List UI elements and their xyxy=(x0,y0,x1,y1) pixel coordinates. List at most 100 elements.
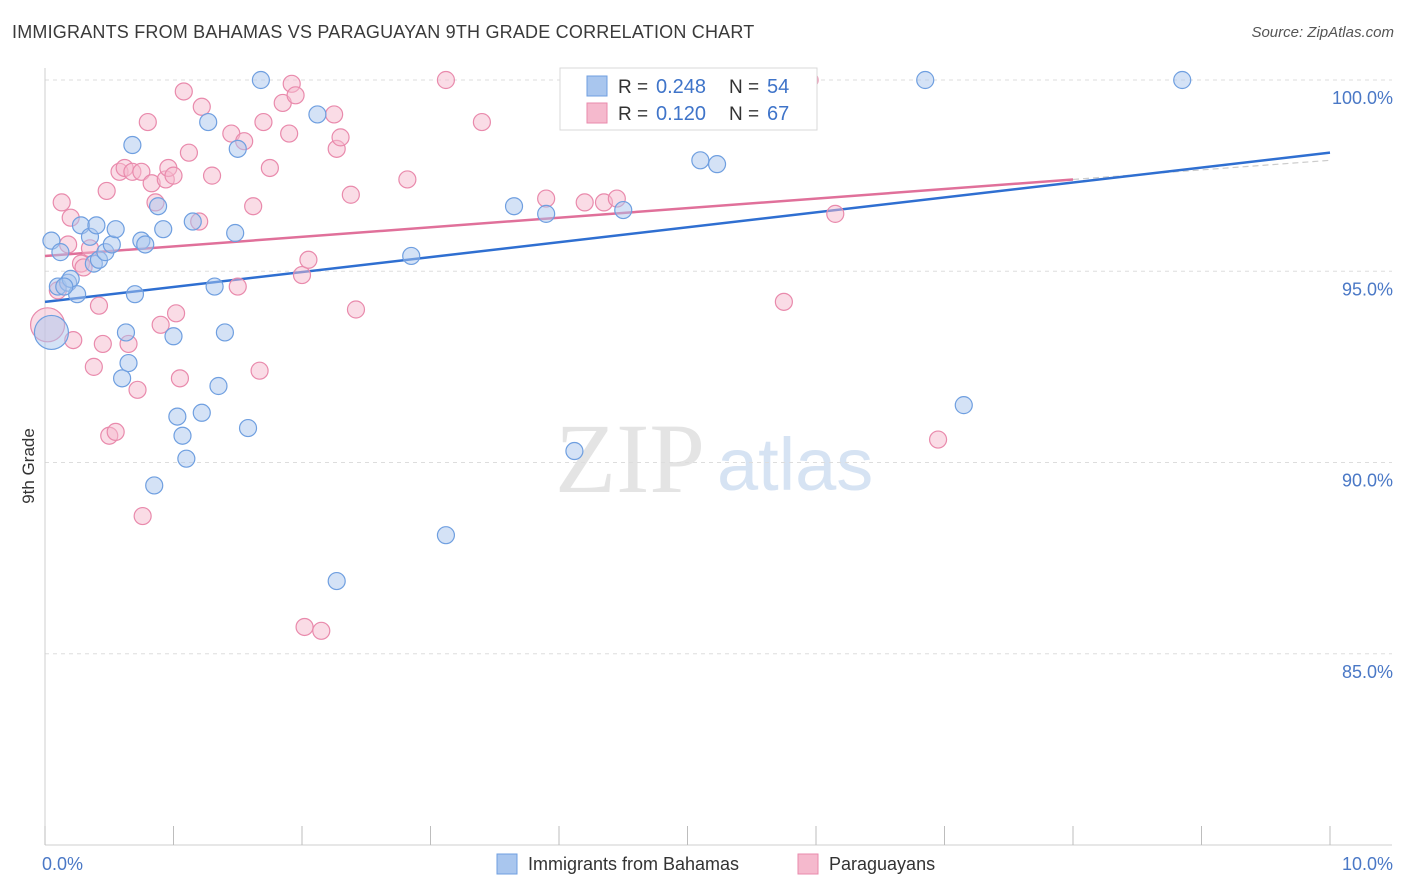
point-paraguayans xyxy=(138,112,157,132)
legend-n-label-bahamas: N = xyxy=(729,77,759,98)
point-paraguayans xyxy=(928,430,948,449)
axes xyxy=(44,68,1392,846)
x-tick-label: 0.0% xyxy=(42,854,83,874)
point-bahamas xyxy=(954,396,973,415)
legend-n-value-paraguayans: 67 xyxy=(767,103,789,125)
point-bahamas xyxy=(537,204,556,223)
point-bahamas xyxy=(707,155,727,174)
point-paraguayans xyxy=(84,357,103,376)
point-bahamas xyxy=(145,476,164,495)
point-paraguayans xyxy=(312,621,331,640)
y-tick-label: 100.0% xyxy=(1332,88,1393,108)
point-paraguayans xyxy=(280,124,299,143)
point-bahamas xyxy=(136,235,155,254)
point-paraguayans xyxy=(106,422,125,441)
point-paraguayans xyxy=(250,361,269,380)
point-bahamas xyxy=(308,105,327,124)
watermark-zip: ZIP xyxy=(555,403,705,514)
point-paraguayans xyxy=(202,166,222,185)
point-paraguayans xyxy=(341,185,360,204)
point-bahamas xyxy=(691,151,710,170)
point-paraguayans xyxy=(299,250,318,269)
point-bahamas xyxy=(87,216,106,235)
point-paraguayans xyxy=(325,105,344,124)
point-paraguayans xyxy=(286,86,305,105)
point-paraguayans xyxy=(331,128,350,147)
point-bahamas xyxy=(154,220,173,239)
point-bahamas xyxy=(916,70,935,90)
point-bahamas xyxy=(173,426,192,445)
series-bahamas xyxy=(33,70,1192,591)
point-paraguayans xyxy=(575,193,594,212)
point-paraguayans xyxy=(398,170,417,189)
tick-labels: 85.0% 90.0% 95.0% 100.0% 0.0% 10.0% xyxy=(42,88,1393,874)
point-bahamas xyxy=(164,327,183,346)
point-paraguayans xyxy=(166,304,186,323)
point-bahamas xyxy=(33,314,70,351)
legend-r-label-bahamas: R = xyxy=(618,77,648,98)
point-bahamas xyxy=(436,526,456,545)
point-paraguayans xyxy=(774,292,793,311)
point-bahamas xyxy=(148,197,168,216)
legend-swatch-bahamas xyxy=(586,75,608,97)
x-tick-label: 10.0% xyxy=(1342,854,1393,874)
point-paraguayans xyxy=(170,369,190,388)
point-paraguayans xyxy=(436,70,456,90)
point-bahamas xyxy=(106,220,125,239)
bottom-legend-label-bahamas: Immigrants from Bahamas xyxy=(528,854,739,874)
point-paraguayans xyxy=(89,296,109,315)
legend-r-value-paraguayans: 0.120 xyxy=(656,103,706,125)
point-paraguayans xyxy=(295,617,314,637)
point-bahamas xyxy=(251,70,270,90)
bottom-legend-swatch-paraguayans xyxy=(797,853,819,875)
point-bahamas xyxy=(402,246,421,266)
point-bahamas xyxy=(209,376,228,396)
watermark-atlas: atlas xyxy=(717,423,873,506)
point-bahamas xyxy=(123,135,142,155)
y-tick-label: 90.0% xyxy=(1342,471,1393,491)
point-paraguayans xyxy=(151,315,170,334)
point-paraguayans xyxy=(164,166,183,185)
series-paraguayans xyxy=(29,70,948,640)
point-paraguayans xyxy=(537,189,556,208)
watermark: ZIP atlas xyxy=(555,403,873,514)
point-paraguayans xyxy=(179,143,199,162)
point-paraguayans xyxy=(97,181,116,201)
source-label: Source: ZipAtlas.com xyxy=(1251,24,1394,41)
point-bahamas xyxy=(51,243,70,262)
trend-extension-paraguayans xyxy=(1072,159,1331,181)
legend-swatch-paraguayans xyxy=(586,102,608,124)
point-bahamas xyxy=(192,403,211,422)
point-bahamas xyxy=(168,407,187,426)
point-paraguayans xyxy=(128,380,147,399)
point-paraguayans xyxy=(254,112,273,132)
point-bahamas xyxy=(55,277,74,296)
point-bahamas xyxy=(177,449,196,468)
trend-lines xyxy=(44,151,1331,304)
point-paraguayans xyxy=(826,204,845,223)
legend-r-value-bahamas: 0.248 xyxy=(656,76,706,98)
point-paraguayans xyxy=(192,97,211,116)
bottom-legend-label-paraguayans: Paraguayans xyxy=(829,854,935,874)
point-paraguayans xyxy=(52,193,71,212)
point-bahamas xyxy=(215,323,234,342)
point-bahamas xyxy=(565,441,584,461)
point-bahamas xyxy=(119,353,138,373)
point-bahamas xyxy=(228,139,247,158)
trend-line-bahamas xyxy=(44,151,1331,304)
point-paraguayans xyxy=(174,82,193,101)
point-paraguayans xyxy=(292,265,312,285)
top-legend: R = 0.248 N = 54 R = 0.120 N = 67 xyxy=(559,67,818,131)
bottom-legend-swatch-bahamas xyxy=(496,853,518,875)
y-tick-label: 85.0% xyxy=(1342,662,1393,682)
point-bahamas xyxy=(116,323,136,342)
point-paraguayans xyxy=(228,277,247,296)
trend-line-paraguayans xyxy=(44,178,1074,258)
point-bahamas xyxy=(504,197,524,216)
legend-n-value-bahamas: 54 xyxy=(767,76,789,98)
point-bahamas xyxy=(226,223,245,243)
point-bahamas xyxy=(1173,70,1192,90)
point-bahamas xyxy=(112,369,132,388)
point-bahamas xyxy=(125,285,145,304)
